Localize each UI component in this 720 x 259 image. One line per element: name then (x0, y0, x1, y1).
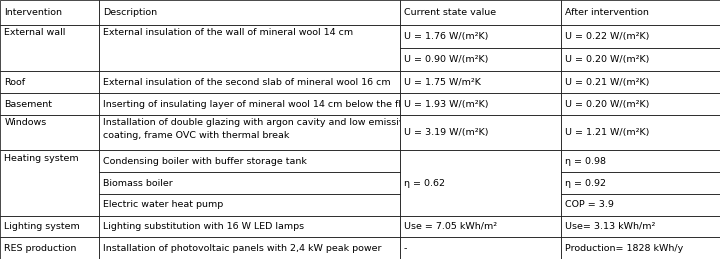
Text: U = 0.22 W/(m²K): U = 0.22 W/(m²K) (565, 32, 649, 41)
Bar (99, 172, 400, 194)
Bar (561, 48, 720, 71)
Text: Use = 7.05 kWh/m²: Use = 7.05 kWh/m² (404, 222, 497, 231)
Text: Basement: Basement (4, 99, 53, 109)
Text: Lighting system: Lighting system (4, 222, 80, 231)
Bar (0, 71, 99, 93)
Text: U = 1.76 W/(m²K): U = 1.76 W/(m²K) (404, 32, 488, 41)
Bar (400, 237, 561, 259)
Bar (0, 150, 99, 215)
Bar (400, 93, 561, 115)
Text: Description: Description (103, 8, 157, 17)
Text: Current state value: Current state value (404, 8, 496, 17)
Bar (561, 172, 720, 194)
Text: External wall: External wall (4, 28, 66, 37)
Text: U = 0.20 W/(m²K): U = 0.20 W/(m²K) (565, 99, 649, 109)
Text: Heating system: Heating system (4, 154, 79, 163)
Bar (0, 93, 99, 115)
Bar (561, 115, 720, 150)
Text: Installation of double glazing with argon cavity and low emissivity: Installation of double glazing with argo… (103, 118, 416, 127)
Bar (99, 115, 400, 150)
Bar (0, 215, 99, 237)
Text: Installation of photovoltaic panels with 2,4 kW peak power: Installation of photovoltaic panels with… (103, 244, 382, 253)
Text: U = 3.19 W/(m²K): U = 3.19 W/(m²K) (404, 128, 488, 137)
Bar (400, 115, 561, 150)
Text: Electric water heat pump: Electric water heat pump (103, 200, 223, 209)
Text: RES production: RES production (4, 244, 77, 253)
Bar (99, 0, 400, 25)
Text: Condensing boiler with buffer storage tank: Condensing boiler with buffer storage ta… (103, 157, 307, 166)
Bar (561, 93, 720, 115)
Bar (99, 25, 400, 71)
Text: U = 0.90 W/(m²K): U = 0.90 W/(m²K) (404, 55, 488, 64)
Text: COP = 3.9: COP = 3.9 (565, 200, 614, 209)
Bar (0, 237, 99, 259)
Text: External insulation of the second slab of mineral wool 16 cm: External insulation of the second slab o… (103, 78, 390, 87)
Text: After intervention: After intervention (565, 8, 649, 17)
Bar (561, 25, 720, 48)
Text: coating, frame OVC with thermal break: coating, frame OVC with thermal break (103, 131, 289, 140)
Bar (99, 194, 400, 215)
Text: U = 0.21 W/(m²K): U = 0.21 W/(m²K) (565, 78, 649, 87)
Text: η = 0.92: η = 0.92 (565, 178, 606, 188)
Bar (400, 0, 561, 25)
Text: U = 1.75 W/m²K: U = 1.75 W/m²K (404, 78, 481, 87)
Text: Windows: Windows (4, 118, 47, 127)
Text: Lighting substitution with 16 W LED lamps: Lighting substitution with 16 W LED lamp… (103, 222, 304, 231)
Text: Roof: Roof (4, 78, 25, 87)
Text: Biomass boiler: Biomass boiler (103, 178, 173, 188)
Bar (400, 71, 561, 93)
Text: External insulation of the wall of mineral wool 14 cm: External insulation of the wall of miner… (103, 28, 353, 37)
Text: Intervention: Intervention (4, 8, 63, 17)
Text: Production= 1828 kWh/y: Production= 1828 kWh/y (565, 244, 683, 253)
Text: U = 0.20 W/(m²K): U = 0.20 W/(m²K) (565, 55, 649, 64)
Bar (0, 115, 99, 150)
Bar (0, 25, 99, 71)
Bar (400, 48, 561, 71)
Bar (400, 25, 561, 48)
Text: Use= 3.13 kWh/m²: Use= 3.13 kWh/m² (565, 222, 656, 231)
Bar (561, 237, 720, 259)
Bar (99, 237, 400, 259)
Text: η = 0.62: η = 0.62 (404, 178, 445, 188)
Text: -: - (404, 244, 408, 253)
Text: η = 0.98: η = 0.98 (565, 157, 606, 166)
Bar (561, 215, 720, 237)
Text: Inserting of insulating layer of mineral wool 14 cm below the floor level: Inserting of insulating layer of mineral… (103, 99, 442, 109)
Bar (561, 194, 720, 215)
Bar (99, 71, 400, 93)
Bar (400, 215, 561, 237)
Bar (400, 150, 561, 215)
Bar (561, 150, 720, 172)
Bar (0, 0, 99, 25)
Bar (99, 215, 400, 237)
Bar (561, 0, 720, 25)
Text: U = 1.93 W/(m²K): U = 1.93 W/(m²K) (404, 99, 488, 109)
Bar (561, 71, 720, 93)
Text: U = 1.21 W/(m²K): U = 1.21 W/(m²K) (565, 128, 649, 137)
Bar (99, 150, 400, 172)
Bar (99, 93, 400, 115)
